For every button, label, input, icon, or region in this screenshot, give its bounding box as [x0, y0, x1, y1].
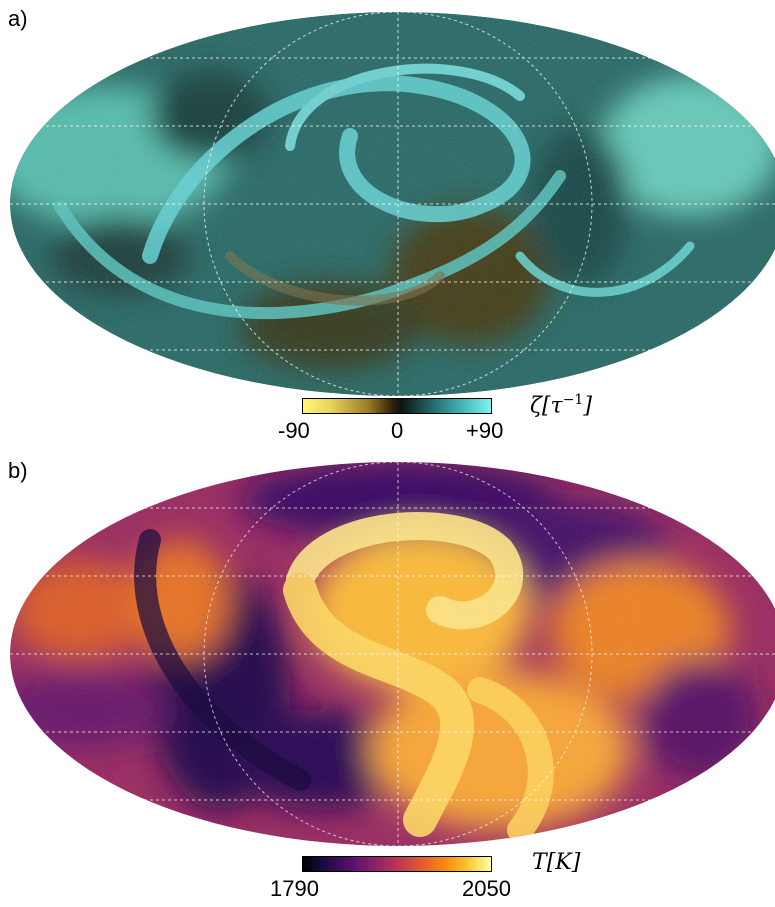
panel-b-label: b) — [8, 458, 28, 483]
colorbar-a-unit: [τ — [541, 393, 563, 419]
temperature-colorbar — [302, 856, 492, 872]
colorbar-a-symbol: ζ — [530, 393, 542, 419]
colorbar-a-close: ] — [583, 393, 592, 419]
colorbar-b-tick-min: 1790 — [270, 876, 319, 901]
vorticity-colorbar — [302, 398, 492, 414]
colorbar-a-tick-min: -90 — [278, 418, 310, 443]
colorbar-a-title: ζ[τ−1] — [530, 392, 592, 418]
vorticity-map — [10, 12, 775, 396]
colorbar-b-tick-max: 2050 — [462, 876, 511, 901]
temperature-map — [10, 462, 775, 846]
colorbar-a-exponent: −1 — [562, 392, 584, 408]
panel-a-label: a) — [8, 6, 28, 31]
colorbar-a-tick-max: +90 — [466, 418, 504, 443]
colorbar-a-tick-mid: 0 — [391, 418, 404, 443]
colorbar-b-unit: [K] — [546, 850, 581, 875]
colorbar-b-title: T[K] — [532, 850, 580, 875]
colorbar-b-symbol: T — [532, 850, 547, 875]
